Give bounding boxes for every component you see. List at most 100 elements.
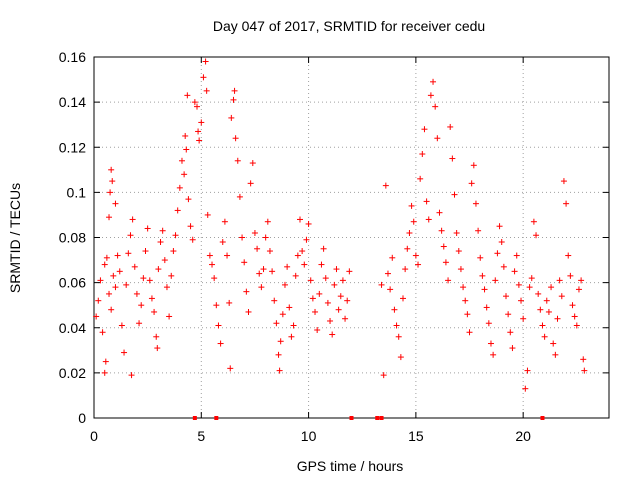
data-point: [455, 248, 462, 255]
data-point: [481, 286, 488, 293]
data-point: [93, 313, 100, 320]
data-point: [440, 243, 447, 250]
data-point: [217, 340, 224, 347]
data-point: [108, 306, 115, 313]
data-point: [299, 248, 306, 255]
data-point: [249, 160, 256, 167]
data-point: [567, 272, 574, 279]
data-point: [191, 99, 198, 106]
data-point: [511, 268, 518, 275]
data-point: [503, 293, 509, 300]
data-point: [318, 261, 325, 268]
data-point: [215, 322, 222, 329]
grid: [94, 57, 609, 418]
data-point: [468, 180, 475, 187]
data-point: [464, 311, 471, 318]
data-point: [322, 275, 329, 282]
data-point: [560, 178, 567, 185]
data-point: [281, 281, 288, 288]
data-point: [314, 327, 321, 334]
data-point: [552, 351, 559, 358]
data-point: [196, 137, 203, 144]
data-point: [449, 155, 456, 162]
data-point: [176, 184, 183, 191]
data-point: [397, 354, 404, 361]
data-point: [101, 261, 108, 268]
data-point: [276, 367, 283, 374]
data-point: [112, 200, 119, 207]
data-point: [273, 320, 280, 327]
data-point: [110, 272, 117, 279]
data-point: [438, 227, 445, 234]
data-point: [331, 281, 338, 288]
data-point: [479, 272, 486, 279]
data-point: [513, 252, 520, 259]
data-point: [256, 270, 263, 277]
data-point: [294, 252, 301, 259]
data-point: [460, 284, 467, 291]
data-point: [262, 234, 269, 241]
data-point: [292, 272, 299, 279]
data-point: [558, 293, 565, 300]
data-point: [202, 58, 209, 65]
x-axis-label: GPS time / hours: [297, 458, 404, 474]
data-point: [277, 338, 284, 345]
data-point: [445, 277, 452, 284]
data-point: [545, 308, 552, 315]
data-point: [97, 277, 104, 284]
data-point: [264, 218, 271, 225]
data-point: [421, 126, 428, 133]
data-point: [136, 320, 143, 327]
data-point: [166, 313, 173, 320]
data-point: [228, 114, 235, 121]
data-point: [432, 103, 439, 110]
zero-marker: [214, 416, 219, 420]
data-point: [279, 311, 286, 318]
data-point: [430, 78, 437, 85]
data-point: [181, 171, 188, 178]
data-point: [251, 229, 258, 236]
data-point: [195, 128, 202, 135]
data-point: [535, 290, 542, 297]
data-point: [290, 322, 297, 329]
data-point: [522, 385, 529, 392]
data-point: [569, 302, 576, 309]
data-point: [102, 358, 109, 365]
data-point: [231, 87, 238, 94]
data-points: [93, 58, 588, 420]
data-point: [163, 284, 170, 291]
data-point: [116, 268, 123, 275]
data-point: [339, 277, 346, 284]
data-point: [378, 281, 385, 288]
data-point: [138, 302, 145, 309]
data-point: [505, 311, 512, 318]
data-point: [189, 236, 196, 243]
data-point: [548, 284, 555, 291]
data-point: [241, 259, 248, 266]
data-point: [213, 302, 220, 309]
data-point: [266, 248, 273, 255]
y-tick-label: 0.04: [59, 320, 86, 336]
data-point: [151, 308, 158, 315]
data-point: [194, 103, 200, 110]
data-point: [107, 189, 114, 196]
data-point: [571, 313, 578, 320]
data-point: [393, 322, 400, 329]
data-point: [301, 261, 308, 268]
data-point: [387, 286, 394, 293]
data-point: [271, 297, 278, 304]
data-point: [442, 259, 449, 266]
data-point: [466, 329, 473, 336]
data-point: [380, 372, 387, 379]
data-point: [324, 299, 331, 306]
data-point: [153, 333, 160, 340]
data-point: [168, 272, 175, 279]
y-tick-label: 0.06: [59, 275, 86, 291]
data-point: [161, 257, 168, 264]
data-point: [406, 229, 413, 236]
data-point: [327, 317, 334, 324]
data-point: [114, 252, 121, 259]
data-point: [200, 74, 207, 81]
data-point: [224, 252, 231, 259]
